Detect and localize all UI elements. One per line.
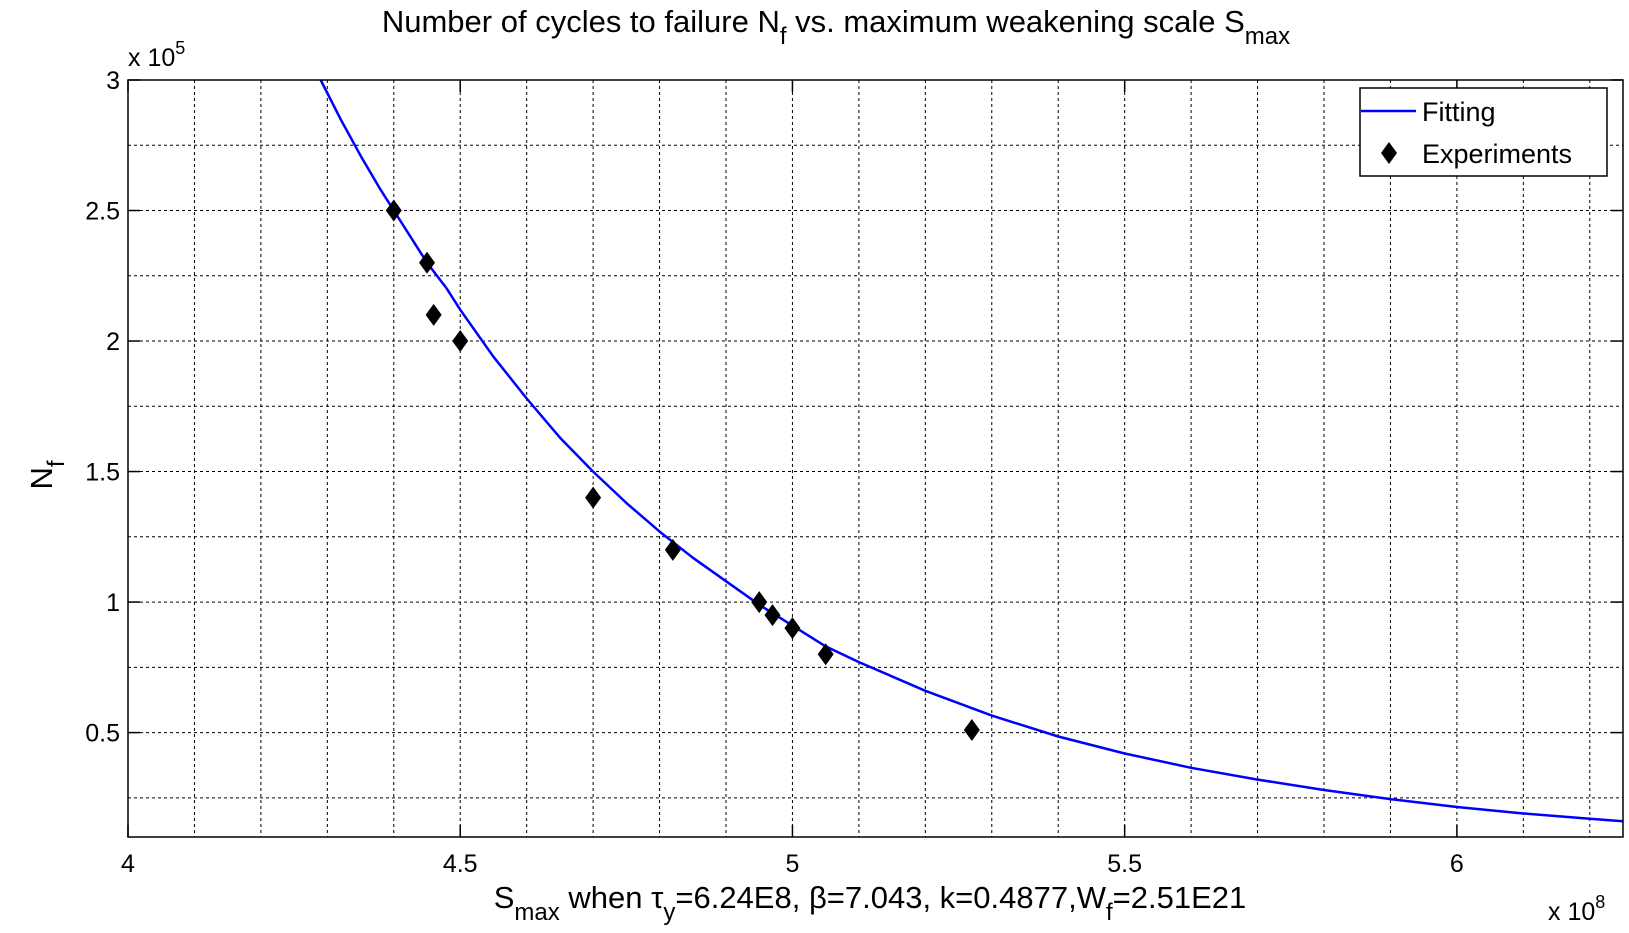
legend-experiments-marker: [1381, 142, 1397, 164]
fitting-curve: [319, 79, 1624, 823]
x-tick-label: 5.5: [1107, 850, 1142, 878]
legend-box: [1359, 87, 1608, 177]
y-tick-label: 1.5: [85, 459, 120, 487]
grid: [128, 80, 1623, 837]
experiment-point: [585, 486, 602, 509]
experiment-point: [764, 604, 781, 627]
title-sub-2: max: [1245, 23, 1290, 50]
x-tick-label: 6: [1450, 850, 1464, 878]
series-group: [319, 79, 1624, 823]
ylabel-n: N: [24, 467, 59, 489]
xlabel-wf-value: =2.51E21: [1113, 880, 1247, 915]
y-tick-label: 0.5: [85, 720, 120, 748]
y-tick-label: 1: [106, 589, 120, 617]
tick-labels: 4 4.5 5 5.5 6 0.5 1 1.5 2 2.5 3: [85, 67, 1464, 878]
title-text-2: vs. maximum weakening scale S: [787, 4, 1245, 39]
xlabel-tau: τ: [651, 880, 663, 915]
y-axis-label: Nf: [24, 460, 70, 489]
experiment-point: [664, 538, 681, 561]
title-text-1: Number of cycles to failure N: [382, 4, 780, 39]
experiment-point: [784, 617, 801, 640]
experiment-point: [751, 591, 768, 614]
experiment-point: [452, 330, 469, 353]
x-tick-label: 4: [121, 850, 135, 878]
experiment-point: [963, 718, 980, 741]
y-tick-label: 2: [106, 328, 120, 356]
experiment-point: [425, 303, 442, 326]
x-tick-label: 5: [785, 850, 799, 878]
xlabel-params: =6.24E8, β=7.043, k=0.4877,W: [675, 880, 1106, 915]
xlabel-sub-y: y: [663, 899, 675, 926]
chart-title: Number of cycles to failure Nf vs. maxim…: [382, 4, 1290, 50]
legend-experiments-label: Experiments: [1422, 139, 1572, 169]
ylabel-sub-f: f: [43, 460, 70, 467]
y-exponent-power: 5: [175, 38, 185, 58]
legend-fitting-label: Fitting: [1422, 97, 1496, 127]
xlabel-when: when: [560, 880, 651, 915]
x-tick-label: 4.5: [443, 850, 478, 878]
experiment-point: [817, 643, 834, 666]
xlabel-s: S: [494, 880, 515, 915]
x-exponent-prefix: x 10: [1548, 898, 1595, 926]
title-sub-1: f: [780, 23, 787, 50]
xlabel-sub-max: max: [514, 899, 559, 926]
y-exponent-prefix: x 10: [128, 44, 175, 72]
x-exponent-label: x 108: [1548, 892, 1605, 926]
experiment-point: [419, 251, 435, 274]
plot-frame: [127, 79, 1624, 838]
y-exponent-label: x 105: [128, 38, 185, 72]
y-tick-label: 3: [106, 67, 120, 95]
tick-marks: [127, 79, 1623, 837]
x-exponent-power: 8: [1595, 892, 1605, 912]
y-tick-label: 2.5: [85, 198, 120, 226]
legend: Fitting Experiments: [1359, 87, 1608, 177]
experiment-point: [385, 199, 402, 222]
x-axis-label: Smax when τy=6.24E8, β=7.043, k=0.4877,W…: [494, 880, 1247, 926]
xlabel-sub-f: f: [1106, 899, 1113, 926]
